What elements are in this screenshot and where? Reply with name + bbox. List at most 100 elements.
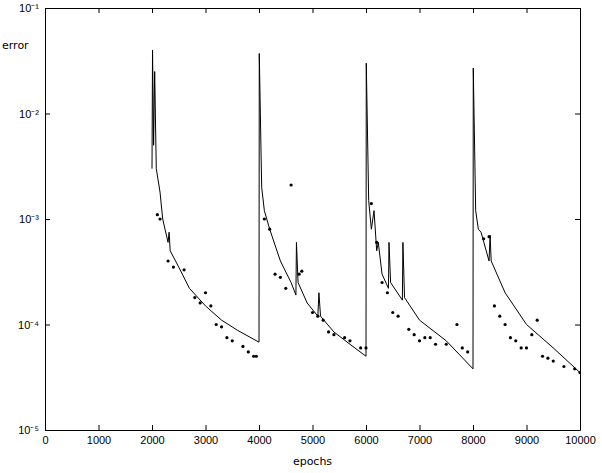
point: [375, 241, 378, 244]
tick-mark: [152, 8, 153, 13]
tick: 6000: [354, 425, 378, 446]
point: [343, 336, 346, 339]
tick-mark: [206, 8, 207, 13]
tick: 9000: [515, 425, 539, 446]
point: [525, 346, 528, 349]
point: [418, 339, 421, 342]
tick: 10⁻⁵: [18, 424, 50, 436]
tick: [313, 8, 314, 13]
tick-label: 10⁻¹: [19, 2, 39, 14]
point: [573, 367, 576, 370]
point: [290, 183, 293, 186]
point: [220, 325, 223, 328]
tick-mark: [575, 8, 580, 9]
point: [546, 357, 549, 360]
tick: [473, 8, 474, 13]
point: [370, 202, 373, 205]
tick-label: 10⁻³: [19, 213, 39, 225]
tick: 8000: [461, 425, 485, 446]
point: [413, 333, 416, 336]
tick: 3000: [194, 425, 218, 446]
tick-mark: [527, 425, 528, 430]
point: [380, 281, 383, 284]
tick-mark: [473, 425, 474, 430]
x-axis: 0100020003000400050006000700080009000100…: [42, 425, 595, 446]
point: [268, 228, 271, 231]
y-axis-title: error: [2, 39, 29, 52]
point: [209, 304, 212, 307]
tick: [575, 325, 580, 326]
point: [204, 291, 207, 294]
tick: 5000: [301, 425, 325, 446]
point: [241, 345, 244, 348]
tick: 10⁻¹: [19, 2, 50, 14]
tick-label: 8000: [461, 434, 485, 446]
point: [429, 336, 432, 339]
tick-mark: [313, 8, 314, 13]
tick-label: 10⁻²: [19, 108, 39, 120]
tick: [420, 8, 421, 13]
tick: [152, 8, 153, 13]
tick: 10⁻³: [19, 213, 50, 225]
marks: [152, 50, 580, 374]
tick-mark: [45, 114, 50, 115]
tick-mark: [420, 425, 421, 430]
point: [578, 371, 580, 374]
tick: [527, 8, 528, 13]
point: [461, 346, 464, 349]
point: [327, 330, 330, 333]
point: [322, 319, 325, 322]
tick-label: 7000: [408, 434, 432, 446]
y-axis: 10⁻⁵10⁻⁴10⁻³10⁻²10⁻¹: [18, 2, 50, 436]
tick-mark: [366, 425, 367, 430]
tick-mark: [45, 219, 50, 220]
point: [514, 339, 517, 342]
point: [199, 301, 202, 304]
point: [552, 359, 555, 362]
point: [536, 319, 539, 322]
tick-label: 9000: [515, 434, 539, 446]
tick: [99, 8, 100, 13]
tick-mark: [420, 8, 421, 13]
tick-mark: [206, 425, 207, 430]
tick: 2000: [140, 425, 164, 446]
tick-mark: [45, 430, 50, 431]
point: [423, 336, 426, 339]
tick-mark: [99, 425, 100, 430]
point: [397, 315, 400, 318]
point: [279, 276, 282, 279]
tick-mark: [313, 425, 314, 430]
tick: [366, 8, 367, 13]
point: [493, 304, 496, 307]
tick-mark: [99, 8, 100, 13]
point: [255, 355, 258, 358]
point: [455, 323, 458, 326]
point: [391, 311, 394, 314]
y-axis-right: [575, 9, 581, 431]
tick: 1000: [87, 425, 111, 446]
tick-label: 4000: [247, 434, 271, 446]
tick-mark: [366, 8, 367, 13]
tick: 4000: [247, 425, 271, 446]
point: [364, 346, 367, 349]
tick: 7000: [408, 425, 432, 446]
tick: [575, 430, 580, 431]
point: [332, 333, 335, 336]
point: [284, 287, 287, 290]
point: [263, 217, 266, 220]
point: [541, 355, 544, 358]
tick-label: 10000: [565, 434, 596, 446]
point: [172, 266, 175, 269]
point: [509, 336, 512, 339]
tick-label: 3000: [194, 434, 218, 446]
point: [407, 328, 410, 331]
tick-mark: [575, 430, 580, 431]
axis-line: [580, 9, 581, 431]
tick: [575, 114, 580, 115]
point: [316, 315, 319, 318]
point: [273, 273, 276, 276]
point: [300, 270, 303, 273]
tick: [206, 8, 207, 13]
line: [152, 50, 580, 373]
tick-mark: [259, 8, 260, 13]
